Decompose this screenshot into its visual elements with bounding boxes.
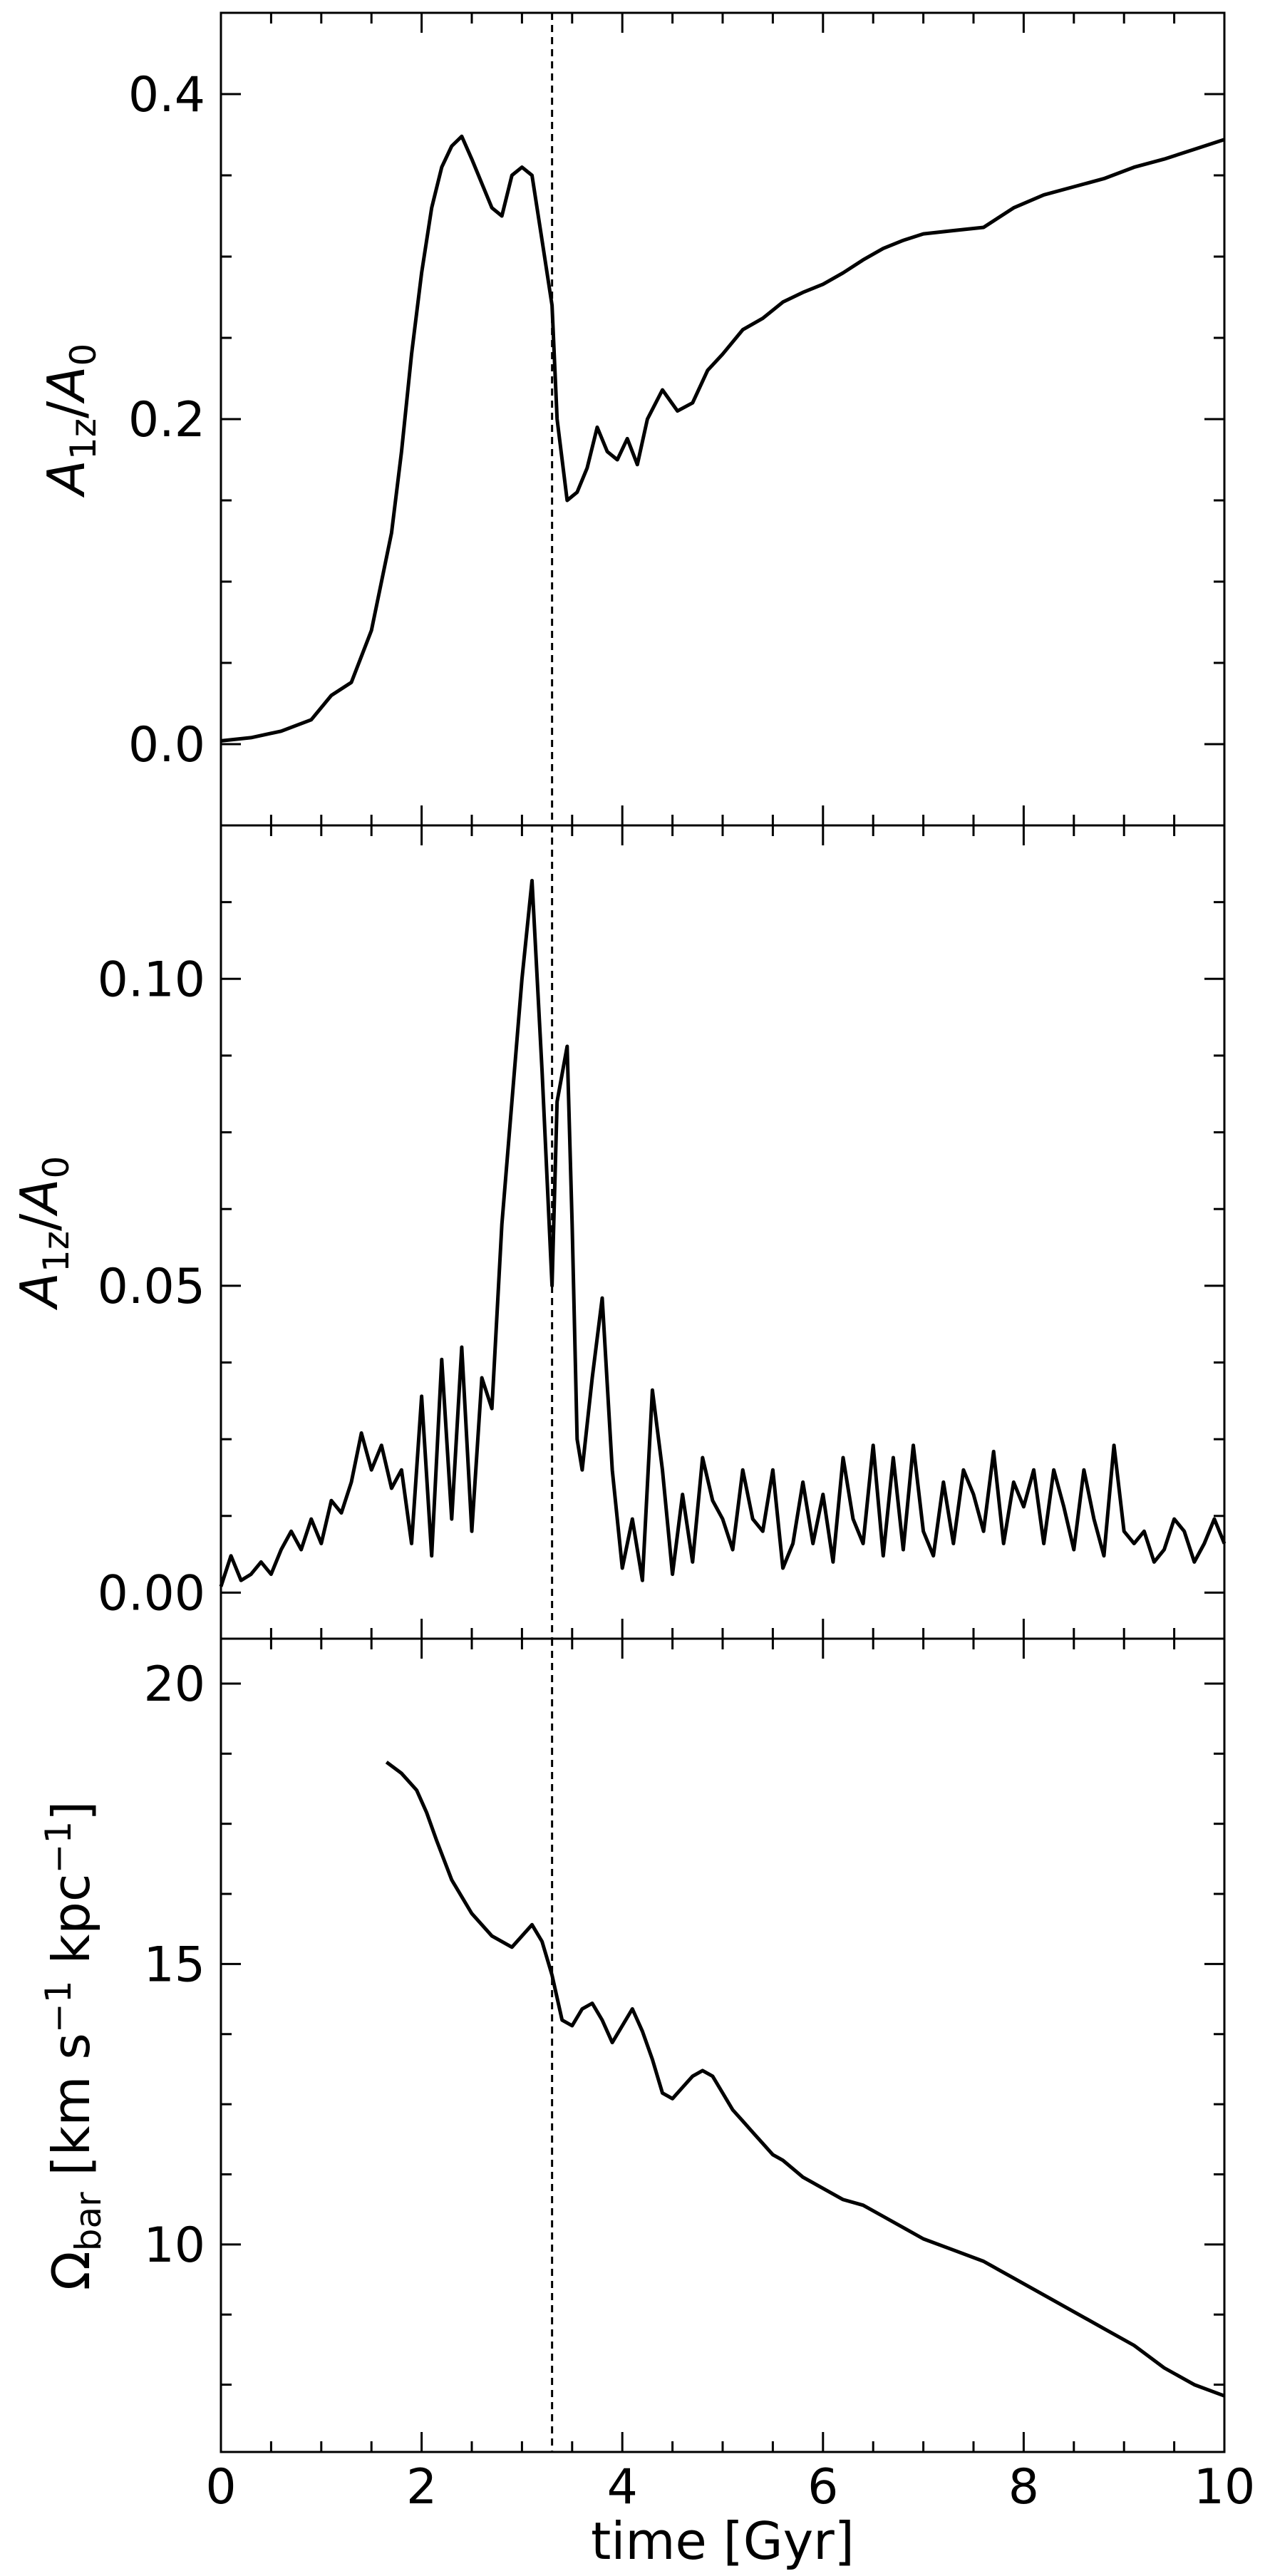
bottom-ytick-label: 15 xyxy=(143,1937,205,1993)
x-axis-label: time [Gyr] xyxy=(591,2511,854,2571)
xtick-label: 0 xyxy=(205,2459,236,2515)
panel-bottom-ticks xyxy=(220,1639,1226,2452)
panel-top-ytick-labels: 0.0 0.2 0.4 xyxy=(128,67,205,773)
x-tick-labels: 0 2 4 6 8 10 xyxy=(205,2459,1255,2515)
panel-middle-ticks xyxy=(220,824,1226,1639)
bottom-ytick-label: 20 xyxy=(143,1657,205,1713)
top-ytick-label: 0.2 xyxy=(128,392,205,448)
panel-top-ticks xyxy=(220,11,1226,827)
panel-bottom-frame xyxy=(220,1637,1226,2453)
middle-ytick-label: 0.00 xyxy=(98,1565,205,1622)
panel-middle: 0.00 0.05 0.10 A1z/A0 xyxy=(9,824,1227,1640)
panel-top-ylabel: A1z/A0 xyxy=(36,344,104,498)
middle-ytick-label: 0.10 xyxy=(98,952,205,1008)
bottom-ytick-label: 10 xyxy=(143,2217,205,2274)
panel-top-frame xyxy=(220,11,1226,827)
panel-top: 0.0 0.2 0.4 A1z/A0 xyxy=(36,11,1226,827)
panel-bottom-ytick-labels: 10 15 20 xyxy=(143,1657,205,2274)
top-ytick-label: 0.0 xyxy=(128,717,205,773)
panel-middle-series-line xyxy=(219,879,1227,1587)
middle-ytick-label: 0.05 xyxy=(98,1259,205,1315)
xtick-label: 2 xyxy=(406,2459,437,2515)
panel-top-series-line xyxy=(220,134,1225,743)
xtick-label: 4 xyxy=(607,2459,638,2515)
xtick-label: 6 xyxy=(807,2459,838,2515)
panel-middle-ylabel: A1z/A0 xyxy=(9,1156,77,1311)
panel-middle-ytick-labels: 0.00 0.05 0.10 xyxy=(98,952,205,1622)
xtick-label: 10 xyxy=(1194,2459,1256,2515)
panel-bottom-series-line xyxy=(385,1761,1225,2398)
xtick-label: 8 xyxy=(1008,2459,1039,2515)
panel-bottom-ylabel: Ωbar [km s−1 kpc−1] xyxy=(38,1801,109,2291)
top-ytick-label: 0.4 xyxy=(128,67,205,123)
panel-bottom: 10 15 20 Ωbar [km s−1 kpc−1] xyxy=(38,1637,1226,2453)
